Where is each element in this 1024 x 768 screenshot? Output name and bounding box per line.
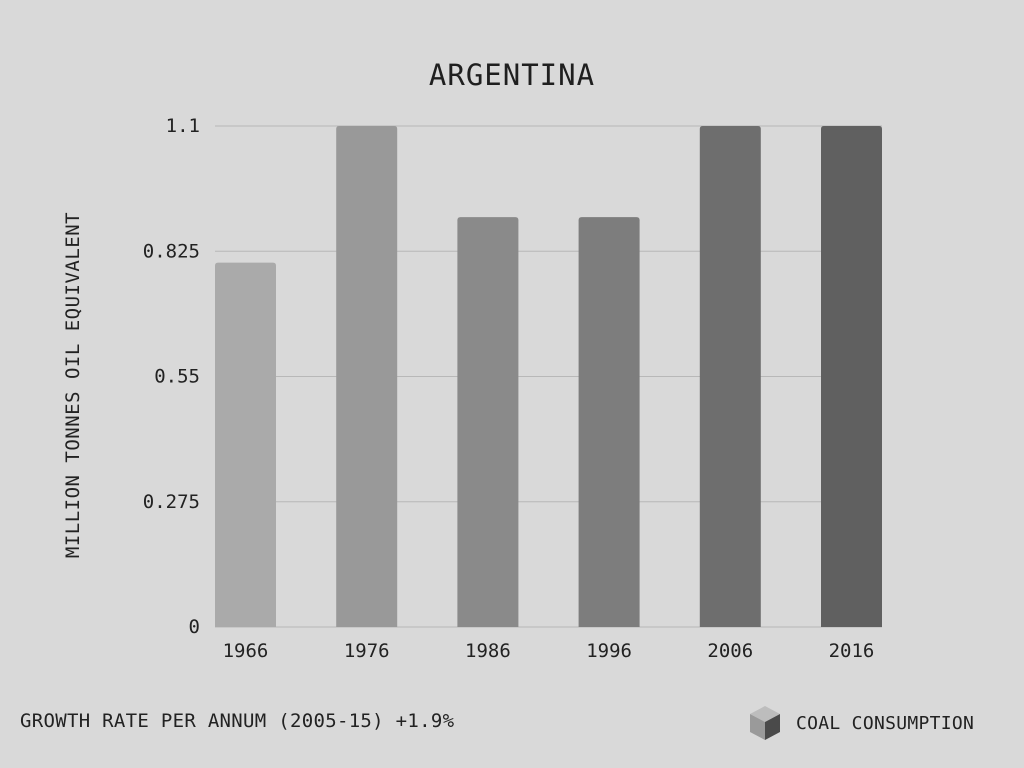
y-tick-label: 0 <box>189 616 200 638</box>
bar-1996 <box>578 217 640 627</box>
bar <box>699 126 761 627</box>
y-tick-label: 1.1 <box>166 115 200 137</box>
bar <box>457 217 519 627</box>
bar-2006 <box>699 126 761 627</box>
bar <box>578 217 640 627</box>
legend-label: COAL CONSUMPTION <box>796 712 975 734</box>
x-tick-label: 1986 <box>465 640 511 662</box>
x-tick-label: 1976 <box>344 640 390 662</box>
bar <box>336 126 398 627</box>
x-tick-labels: 1966 1976 1986 1996 2006 2016 <box>223 640 875 662</box>
bars <box>215 126 882 627</box>
y-tick-labels: 0 0.275 0.55 0.825 1.1 <box>143 115 200 638</box>
cube-icon <box>750 706 780 740</box>
bar <box>215 262 276 627</box>
y-tick-label: 0.275 <box>143 491 200 513</box>
chart-title: ARGENTINA <box>428 58 596 92</box>
x-tick-label: 1996 <box>586 640 632 662</box>
bar-1986 <box>457 217 519 627</box>
legend: COAL CONSUMPTION <box>748 704 974 742</box>
bar-2016 <box>821 126 882 627</box>
bar <box>821 126 882 627</box>
x-tick-label: 1966 <box>223 640 269 662</box>
y-tick-label: 0.55 <box>154 366 200 388</box>
x-tick-label: 2016 <box>829 640 875 662</box>
bar-1976 <box>336 126 398 627</box>
bar-1966 <box>215 262 276 627</box>
y-tick-label: 0.825 <box>143 240 200 262</box>
growth-rate-text: GROWTH RATE PER ANNUM (2005-15) +1.9% <box>20 710 455 732</box>
grid-lines <box>215 125 882 628</box>
x-tick-label: 2006 <box>707 640 753 662</box>
